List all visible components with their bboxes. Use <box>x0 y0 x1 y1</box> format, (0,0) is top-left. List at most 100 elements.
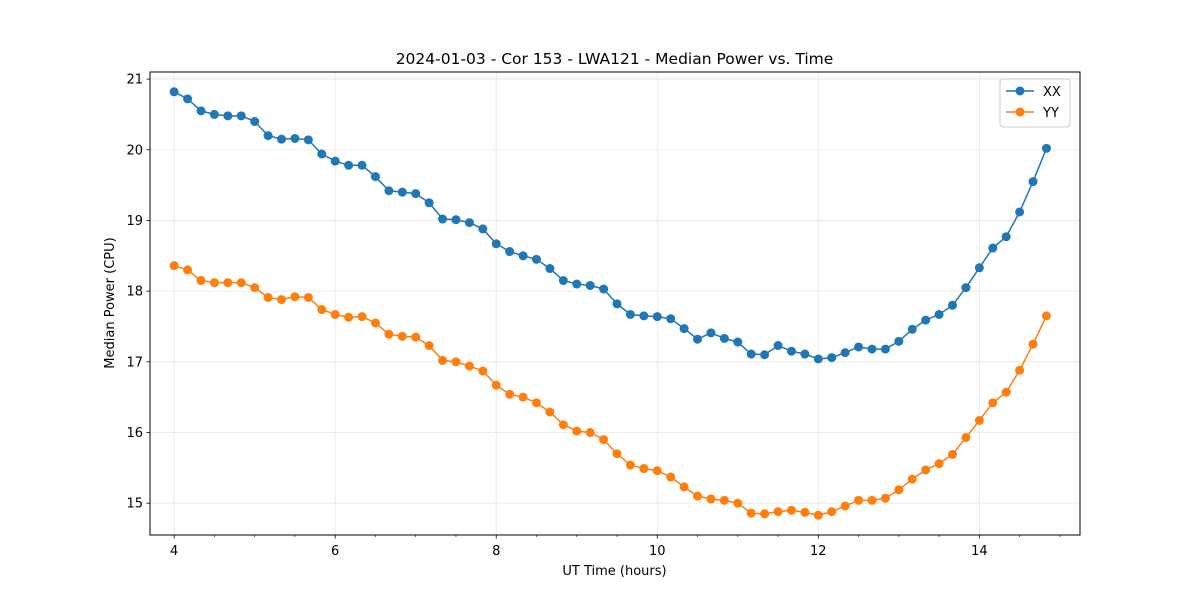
plot-area-frame <box>149 71 1081 536</box>
data-point-xx <box>746 349 756 359</box>
data-point-yy <box>277 295 287 305</box>
data-point-xx <box>505 247 515 257</box>
data-point-xx <box>478 224 488 234</box>
series-xx <box>169 87 1051 364</box>
data-point-yy <box>679 482 689 492</box>
data-point-yy <box>491 380 501 390</box>
legend: XX YY <box>999 78 1071 128</box>
data-point-xx <box>411 189 421 199</box>
data-point-xx <box>1015 207 1025 217</box>
data-point-xx <box>545 264 555 274</box>
data-point-xx <box>585 280 595 290</box>
data-point-yy <box>813 510 823 520</box>
data-point-yy <box>397 331 407 341</box>
y-axis-label: Median Power (CPU) <box>103 237 118 368</box>
data-point-xx <box>223 111 233 121</box>
data-point-yy <box>290 292 300 302</box>
data-point-yy <box>357 312 367 322</box>
data-point-xx <box>558 276 568 286</box>
data-point-yy <box>907 474 917 484</box>
y-tick-label: 21 <box>126 73 143 88</box>
data-point-yy <box>370 318 380 328</box>
data-point-xx <box>921 315 931 325</box>
data-point-yy <box>438 355 448 365</box>
data-point-xx <box>370 172 380 182</box>
data-point-xx <box>625 309 635 319</box>
legend-marker <box>1015 107 1025 117</box>
data-point-xx <box>451 215 461 225</box>
data-point-xx <box>813 354 823 364</box>
data-point-xx <box>706 328 716 338</box>
data-point-xx <box>599 284 609 294</box>
data-point-xx <box>236 111 246 121</box>
data-point-xx <box>424 198 434 208</box>
data-point-yy <box>934 459 944 469</box>
data-point-xx <box>733 337 743 347</box>
data-point-yy <box>706 494 716 504</box>
data-point-yy <box>639 464 649 474</box>
data-point-yy <box>209 278 219 288</box>
data-point-yy <box>236 278 246 288</box>
data-point-yy <box>464 361 474 371</box>
data-point-yy <box>1015 365 1025 375</box>
data-point-yy <box>786 505 796 515</box>
data-point-xx <box>531 254 541 264</box>
data-point-yy <box>183 265 193 275</box>
data-point-xx <box>880 344 890 354</box>
data-point-yy <box>344 312 354 322</box>
data-point-yy <box>894 485 904 495</box>
data-point-xx <box>438 214 448 224</box>
data-point-xx <box>344 160 354 170</box>
data-point-xx <box>719 333 729 343</box>
data-point-yy <box>800 507 810 517</box>
data-point-xx <box>907 324 917 334</box>
data-point-yy <box>854 495 864 505</box>
data-point-xx <box>290 133 300 143</box>
data-point-yy <box>451 357 461 367</box>
y-tick-label: 19 <box>126 214 143 229</box>
data-point-yy <box>880 493 890 503</box>
x-tick-label: 10 <box>649 544 666 559</box>
data-point-xx <box>384 186 394 196</box>
y-tick-label: 16 <box>126 426 143 441</box>
data-point-xx <box>250 116 260 126</box>
data-point-xx <box>397 187 407 197</box>
data-point-yy <box>666 472 676 482</box>
data-point-xx <box>827 353 837 363</box>
data-point-xx <box>303 135 313 145</box>
data-point-xx <box>518 251 528 261</box>
data-point-yy <box>746 508 756 518</box>
data-point-yy <box>558 420 568 430</box>
data-point-yy <box>599 435 609 445</box>
x-tick-label: 12 <box>810 544 827 559</box>
legend-marker <box>1015 86 1025 96</box>
data-point-yy <box>424 341 434 351</box>
data-point-xx <box>464 218 474 228</box>
data-point-yy <box>384 329 394 339</box>
data-point-yy <box>948 449 958 459</box>
data-point-xx <box>263 131 273 141</box>
data-point-xx <box>491 239 501 249</box>
data-point-xx <box>169 87 179 97</box>
data-point-yy <box>693 491 703 501</box>
data-point-xx <box>760 350 770 360</box>
data-point-yy <box>1001 387 1011 397</box>
data-point-yy <box>773 507 783 517</box>
data-point-xx <box>934 309 944 319</box>
series-layer <box>169 87 1051 520</box>
legend-label: YY <box>1042 106 1059 121</box>
data-point-yy <box>867 495 877 505</box>
x-tick-label: 6 <box>331 544 339 559</box>
data-point-yy <box>974 415 984 425</box>
data-point-yy <box>317 305 327 315</box>
data-point-xx <box>800 349 810 359</box>
y-tick-label: 15 <box>126 497 143 512</box>
data-point-yy <box>760 509 770 519</box>
data-point-xx <box>948 300 958 310</box>
series-yy <box>169 261 1051 520</box>
data-point-yy <box>625 460 635 470</box>
y-tick-label: 17 <box>126 355 143 370</box>
data-point-xx <box>612 299 622 309</box>
data-point-xx <box>854 342 864 352</box>
x-tick-label: 14 <box>971 544 988 559</box>
